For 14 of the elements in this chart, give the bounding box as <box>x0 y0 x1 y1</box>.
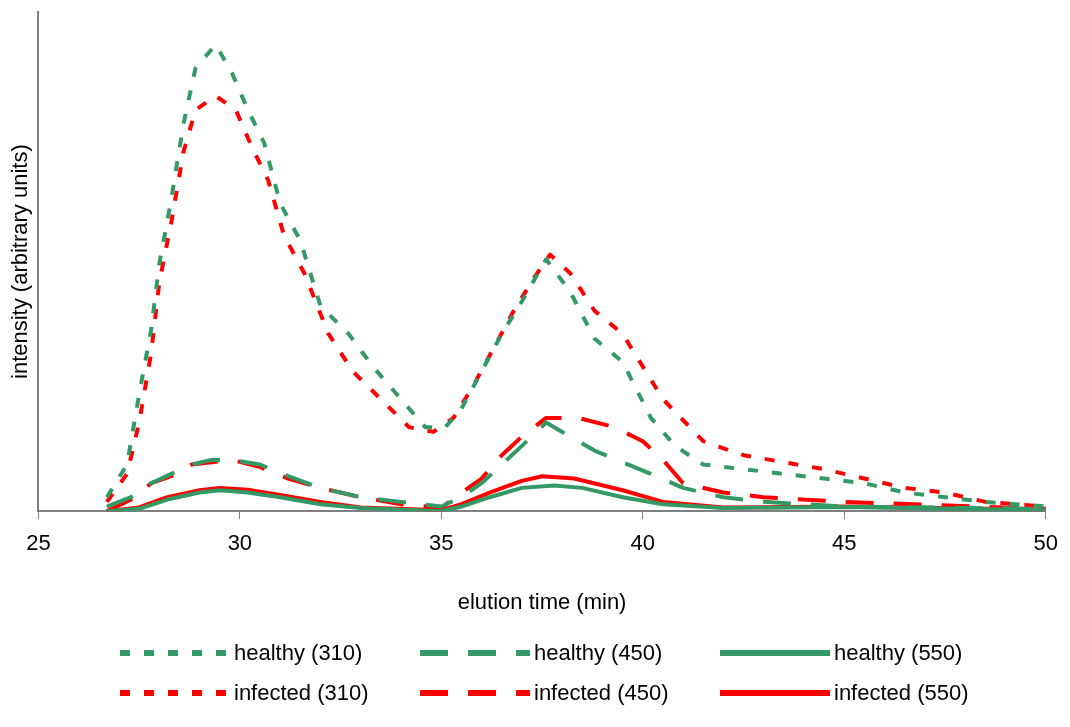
legend-label: infected (450) <box>534 680 669 706</box>
legend-label: healthy (550) <box>834 640 963 666</box>
x-axis-title: elution time (min) <box>457 588 627 614</box>
x-tick-label: 25 <box>26 530 51 556</box>
legend-label: infected (310) <box>234 680 369 706</box>
legend-label: healthy (450) <box>534 640 663 666</box>
y-axis-title: intensity (arbitrary units) <box>7 144 33 379</box>
x-tick-label: 45 <box>832 530 857 556</box>
x-tick-label: 40 <box>630 530 656 556</box>
legend-label: healthy (310) <box>234 640 363 666</box>
x-tick-label: 35 <box>429 530 454 556</box>
legend-label: infected (550) <box>834 680 969 706</box>
x-tick-label: 50 <box>1033 530 1059 556</box>
x-tick-label: 30 <box>227 530 253 556</box>
